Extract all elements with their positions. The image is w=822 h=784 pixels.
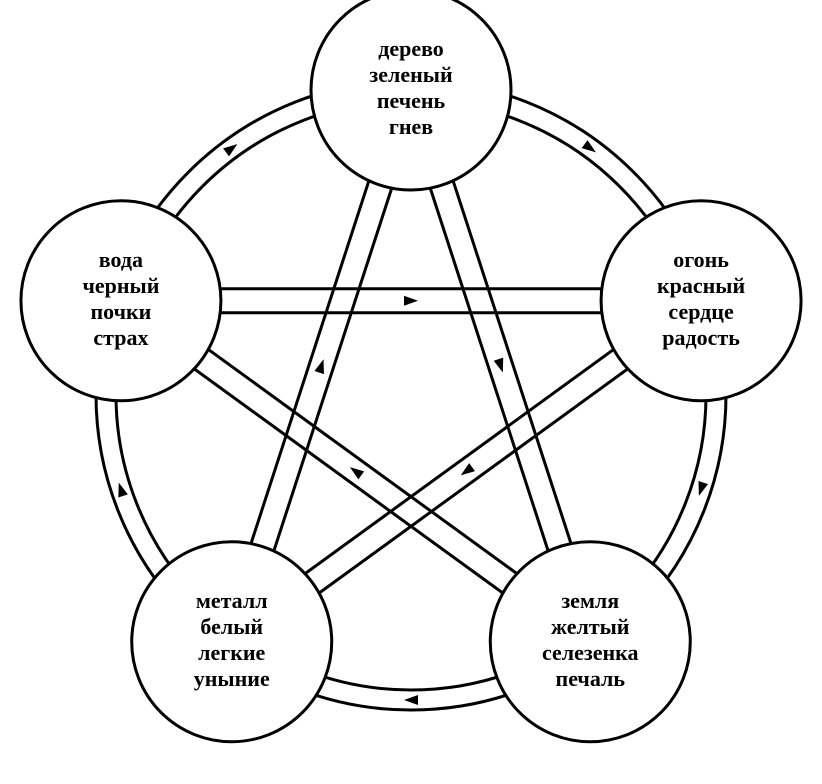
node-metal-line-2: легкие xyxy=(198,640,265,665)
node-metal-line-3: уныние xyxy=(194,666,270,691)
node-wood-line-0: дерево xyxy=(378,36,444,61)
node-fire: огонькрасныйсердцерадость xyxy=(601,201,801,401)
ring-arrow-earth-metal xyxy=(404,695,418,705)
node-earth-line-3: печаль xyxy=(556,666,626,691)
node-water-line-0: вода xyxy=(99,247,143,272)
ring-arrow-fire-earth xyxy=(698,481,708,496)
penta-arrow-wood-earth xyxy=(494,358,504,373)
penta-arrow-earth-water xyxy=(350,467,364,479)
penta-arrow-metal-wood xyxy=(314,359,324,374)
node-wood-line-3: гнев xyxy=(389,114,433,139)
penta-arrow-water-fire xyxy=(404,296,418,306)
node-earth-line-1: желтый xyxy=(551,614,630,639)
five-elements-diagram: деревозеленыйпеченьгнев огонькрасныйсердц… xyxy=(0,0,822,784)
node-earth: земляжелтыйселезенкапечаль xyxy=(490,542,690,742)
node-wood: деревозеленыйпеченьгнев xyxy=(311,0,511,190)
ring-arrow-water-wood xyxy=(223,144,237,156)
ring-arrow-wood-fire xyxy=(582,140,596,152)
node-fire-line-1: красный xyxy=(657,273,746,298)
node-fire-line-0: огонь xyxy=(673,247,729,272)
node-water-line-2: почки xyxy=(90,299,151,324)
node-fire-line-3: радость xyxy=(662,325,740,350)
node-wood-line-1: зеленый xyxy=(369,62,453,87)
node-fire-line-2: сердце xyxy=(668,299,734,324)
node-earth-line-0: земля xyxy=(561,588,619,613)
node-water-line-3: страх xyxy=(93,325,148,350)
node-metal-line-1: белый xyxy=(200,614,263,639)
node-wood-line-2: печень xyxy=(377,88,446,113)
node-metal-line-0: металл xyxy=(196,588,268,613)
node-water-line-1: черный xyxy=(82,273,159,298)
node-metal: металлбелыйлегкиеуныние xyxy=(132,542,332,742)
penta-arrow-fire-metal xyxy=(461,463,475,475)
node-earth-line-2: селезенка xyxy=(542,640,639,665)
node-water: водачерныйпочкистрах xyxy=(21,201,221,401)
ring-arrow-metal-water xyxy=(118,483,128,498)
